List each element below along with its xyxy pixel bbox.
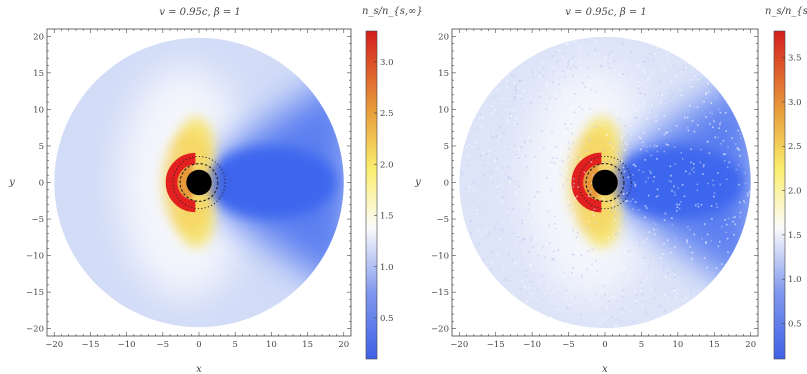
heatmap-panel-left: v = 0.95c, β = 1 −20 −15 −10 −5 0 5 10 15 20 −20…	[8, 6, 423, 374]
colorbar-ticks: 0.5 1.0 1.5 2.0 2.5 3.0 3.5	[782, 54, 802, 330]
panel-title: v = 0.95c, β = 1	[565, 7, 647, 18]
x-tick-label: 5	[232, 340, 237, 350]
colorbar-tick-label: 3.5	[788, 54, 802, 64]
colorbar-tick-label: 3.0	[788, 98, 802, 108]
black-hole-disk	[186, 169, 212, 196]
colorbar: 0.5 1.0 1.5 2.0 2.5 3.0 3.5 n_s/n_{s,∞}	[765, 6, 807, 360]
y-tick-label: −10	[431, 252, 449, 262]
x-tick-label: −5	[562, 340, 575, 350]
colorbar-gradient	[773, 30, 786, 360]
x-axis-ticks: −20 −15 −10 −5 0 5 10 15 20	[45, 29, 349, 350]
x-tick-label: −15	[487, 340, 505, 350]
colorbar-tick-label: 2.5	[380, 109, 394, 119]
colorbar-tick-label: 3.0	[380, 58, 394, 68]
y-axis-ticks: −20 −15 −10 −5 0 5 10 15 20	[431, 32, 758, 335]
panel-title: v = 0.95c, β = 1	[159, 7, 241, 18]
colorbar-label: n_s/n_{s,∞}	[362, 6, 423, 17]
x-tick-label: 0	[196, 340, 201, 350]
colorbar-tick-label: 1.0	[788, 275, 802, 285]
x-tick-label: −15	[81, 340, 99, 350]
colorbar: 0.5 1.0 1.5 2.0 2.5 3.0 n_s/n_{s,∞}	[362, 6, 423, 360]
photon-sphere-ring	[578, 155, 632, 210]
y-tick-label: −15	[26, 288, 44, 298]
y-tick-label: 15	[33, 69, 44, 79]
heatmap-disk	[459, 36, 751, 329]
colorbar-ticks: 0.5 1.0 1.5 2.0 2.5 3.0	[374, 58, 394, 324]
colorbar-gradient	[365, 30, 378, 360]
colorbar-tick-label: 1.0	[380, 263, 394, 273]
x-axis-ticks: −20 −15 −10 −5 0 5 10 15 20	[450, 29, 756, 350]
heatmap-field	[459, 36, 751, 329]
colorbar-tick-label: 0.5	[788, 320, 802, 330]
y-tick-label: 5	[444, 142, 449, 152]
x-tick-label: 5	[639, 340, 644, 350]
black-hole-disk	[592, 169, 618, 196]
y-tick-label: 20	[33, 32, 44, 42]
x-tick-label: 15	[302, 340, 313, 350]
y-tick-label: −20	[26, 325, 44, 335]
photon-sphere-ring	[172, 155, 226, 210]
y-tick-label: 15	[438, 69, 449, 79]
y-axis-ticks: −20 −15 −10 −5 0 5 10 15 20	[26, 32, 351, 335]
y-axis-label: y	[8, 177, 15, 188]
y-tick-label: 10	[33, 105, 44, 115]
x-tick-label: 10	[672, 340, 683, 350]
y-tick-label: 20	[438, 32, 449, 42]
x-axis-label: x	[196, 364, 202, 374]
colorbar-tick-label: 2.0	[788, 187, 802, 197]
y-tick-label: −5	[436, 215, 449, 225]
dashed-ring	[585, 163, 625, 202]
heatmap-panel-right: v = 0.95c, β = 1 −20 −15 −10 −5 0 5 10 15 20 −20…	[414, 6, 807, 374]
x-tick-label: 20	[338, 340, 349, 350]
x-tick-label: 0	[602, 340, 607, 350]
y-tick-label: 5	[39, 142, 44, 152]
y-tick-label: 0	[39, 179, 44, 189]
x-tick-label: −10	[523, 340, 541, 350]
y-tick-label: −5	[31, 215, 44, 225]
x-tick-label: 10	[266, 340, 277, 350]
colorbar-label: n_s/n_{s,∞}	[765, 6, 807, 17]
colorbar-tick-label: 2.5	[788, 142, 802, 152]
y-tick-label: 10	[438, 105, 449, 115]
colorbar-tick-label: 1.5	[788, 231, 802, 241]
x-axis-label: x	[602, 364, 608, 374]
x-tick-label: 20	[745, 340, 756, 350]
colorbar-tick-label: 0.5	[380, 314, 394, 324]
x-tick-label: −20	[45, 340, 63, 350]
y-tick-label: −20	[431, 325, 449, 335]
dashed-ring	[179, 163, 219, 202]
colorbar-tick-label: 2.0	[380, 160, 394, 170]
y-axis-label: y	[414, 177, 421, 188]
colorbar-tick-label: 1.5	[380, 212, 394, 222]
x-tick-label: 15	[709, 340, 720, 350]
y-tick-label: −10	[26, 252, 44, 262]
x-tick-label: −20	[450, 340, 468, 350]
y-tick-label: 0	[444, 179, 449, 189]
y-tick-label: −15	[431, 288, 449, 298]
x-tick-label: −5	[157, 340, 170, 350]
heatmap-disk	[54, 37, 344, 328]
x-tick-label: −10	[118, 340, 136, 350]
